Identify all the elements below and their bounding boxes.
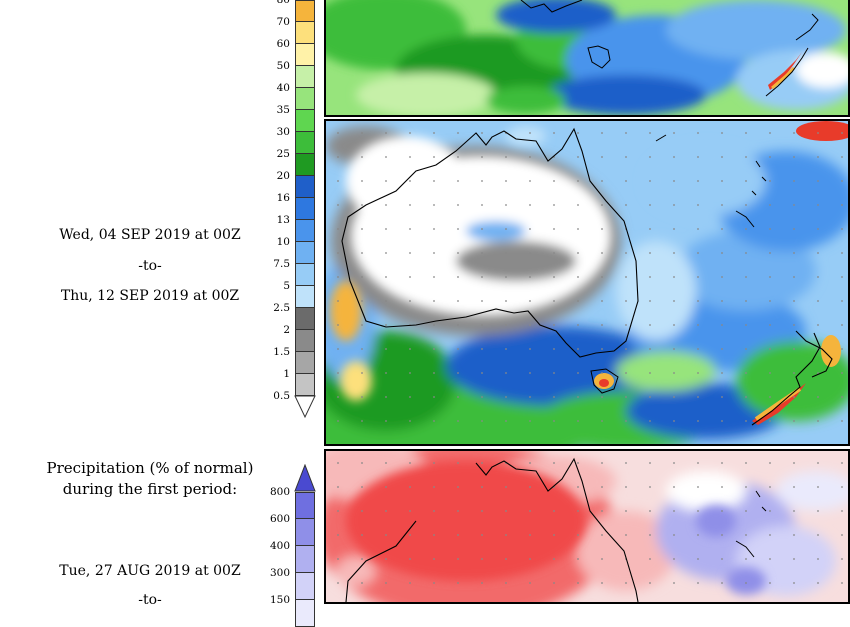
accum-bar-cell bbox=[295, 22, 315, 44]
pct-title-line1: Precipitation (% of normal) bbox=[46, 459, 254, 477]
map-accumulation-svg bbox=[326, 121, 848, 444]
accum-bar-tick-label: 60 bbox=[276, 38, 290, 50]
accum-bar-tick-label: 2 bbox=[283, 324, 290, 336]
accum-bar-cell bbox=[295, 308, 315, 330]
accum-bar-tick-label: 25 bbox=[276, 148, 290, 160]
pct-title-line2: during the first period: bbox=[62, 480, 238, 498]
accum-bar-cell bbox=[295, 374, 315, 396]
accum-bar-tick-label: 20 bbox=[276, 170, 290, 182]
accum-bar-tick-label: 5 bbox=[283, 280, 290, 292]
map-panel-accumulation bbox=[324, 119, 850, 446]
first-period-end: Thu, 12 SEP 2019 at 00Z bbox=[60, 288, 240, 304]
accum-bar-cell bbox=[295, 286, 315, 308]
accum-bar-tick-label: 35 bbox=[276, 104, 290, 116]
map-top-svg bbox=[326, 0, 848, 115]
first-period-start: Wed, 04 SEP 2019 at 00Z bbox=[59, 227, 241, 243]
accum-bar-cell bbox=[295, 352, 315, 374]
accum-bar-tick-label: 0.5 bbox=[273, 390, 290, 402]
accum-bar-cell bbox=[295, 44, 315, 66]
accum-bar-cell bbox=[295, 154, 315, 176]
accumulation-colorbar-arrow bbox=[294, 395, 316, 419]
accum-bar-cell bbox=[295, 242, 315, 264]
pct-bar-tick-label: 400 bbox=[269, 540, 290, 552]
pct-bar-cell bbox=[295, 546, 315, 573]
first-period-separator: -to- bbox=[138, 258, 162, 274]
accum-bar-cell bbox=[295, 330, 315, 352]
pct-bar-tick-label: 600 bbox=[269, 513, 290, 525]
map-percent-svg bbox=[326, 451, 848, 602]
percent-colorbar-arrow bbox=[294, 464, 316, 492]
accum-bar-tick-label: 10 bbox=[276, 236, 290, 248]
accum-bar-cell bbox=[295, 110, 315, 132]
accum-bar-tick-label: 50 bbox=[276, 60, 290, 72]
accum-bar-cell bbox=[295, 0, 315, 22]
map-panel-percent bbox=[324, 449, 850, 604]
accum-bar-tick-label: 1.5 bbox=[273, 346, 290, 358]
pct-bar-tick-label: 150 bbox=[269, 594, 290, 606]
accum-bar-cell bbox=[295, 88, 315, 110]
accum-bar-tick-label: 30 bbox=[276, 126, 290, 138]
pct-bar-tick-label: 300 bbox=[269, 567, 290, 579]
pct-bar-cell bbox=[295, 573, 315, 600]
accum-bar-tick-label: 80 bbox=[276, 0, 290, 6]
pct-bar-cell bbox=[295, 600, 315, 627]
pct-bar-cell bbox=[295, 492, 315, 519]
accum-bar-cell bbox=[295, 176, 315, 198]
accum-bar-tick-label: 7.5 bbox=[273, 258, 290, 270]
accum-bar-tick-label: 70 bbox=[276, 16, 290, 28]
accum-bar-tick-label: 1 bbox=[283, 368, 290, 380]
accum-bar-cell bbox=[295, 198, 315, 220]
pct-bar-cell bbox=[295, 519, 315, 546]
accum-bar-cell bbox=[295, 66, 315, 88]
accum-bar-cell bbox=[295, 264, 315, 286]
accum-bar-cell bbox=[295, 220, 315, 242]
pct-bar-tick-label: 800 bbox=[269, 486, 290, 498]
accum-bar-cell bbox=[295, 132, 315, 154]
accum-bar-tick-label: 2.5 bbox=[273, 302, 290, 314]
map-panel-top bbox=[324, 0, 850, 117]
second-period-start: Tue, 27 AUG 2019 at 00Z bbox=[59, 563, 241, 579]
accum-bar-tick-label: 16 bbox=[276, 192, 290, 204]
accum-bar-tick-label: 13 bbox=[276, 214, 290, 226]
accum-bar-tick-label: 40 bbox=[276, 82, 290, 94]
